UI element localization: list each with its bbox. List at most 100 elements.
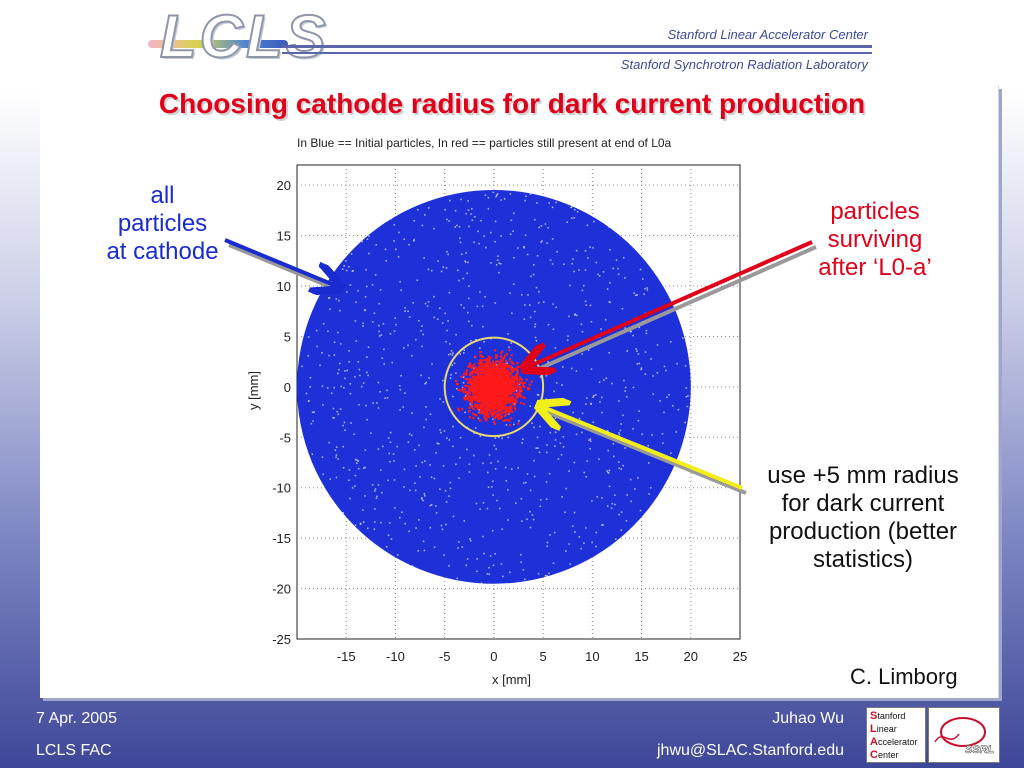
- surviving-particle: [488, 409, 492, 413]
- surviving-particle: [487, 379, 490, 383]
- surviving-particle: [489, 400, 493, 404]
- initial-particle-gap: [407, 441, 410, 443]
- surviving-particle: [476, 391, 479, 394]
- initial-particle-gap: [589, 438, 592, 440]
- surviving-particle: [513, 404, 516, 407]
- initial-particle-gap: [465, 564, 468, 567]
- initial-particle-gap: [373, 521, 376, 523]
- initial-particle-gap: [460, 198, 462, 201]
- initial-particle-gap: [462, 376, 465, 378]
- initial-particle-gap: [649, 486, 652, 489]
- initial-particle-gap: [497, 460, 499, 463]
- initial-particle-gap: [335, 298, 338, 300]
- surviving-particle: [528, 383, 531, 386]
- surviving-particle: [492, 369, 495, 372]
- surviving-particle: [498, 373, 501, 376]
- initial-particle-gap: [459, 353, 462, 355]
- initial-particle-gap: [473, 454, 475, 457]
- surviving-particle: [505, 413, 508, 416]
- surviving-particle: [509, 404, 512, 408]
- initial-particle-gap: [466, 272, 468, 275]
- initial-particle-gap: [316, 345, 318, 348]
- surviving-particle: [485, 398, 488, 402]
- annotation-line: particles: [830, 198, 920, 225]
- initial-particle-gap: [547, 226, 549, 229]
- surviving-particle: [520, 378, 523, 381]
- initial-particle-gap: [337, 413, 340, 416]
- surviving-particle: [513, 369, 516, 372]
- initial-particle-gap: [624, 277, 626, 279]
- initial-particle-gap: [355, 301, 357, 303]
- surviving-particle: [522, 382, 525, 385]
- surviving-particle: [486, 399, 489, 403]
- initial-particle-gap: [636, 363, 639, 365]
- initial-particle-gap: [548, 472, 551, 475]
- surviving-particle: [468, 410, 471, 413]
- surviving-particle: [482, 363, 485, 366]
- initial-particle-gap: [534, 323, 537, 326]
- initial-particle-gap: [339, 362, 341, 365]
- initial-particle-gap: [581, 353, 583, 355]
- initial-particle-gap: [647, 462, 650, 464]
- initial-particle-gap: [459, 241, 462, 244]
- initial-particle-gap: [618, 400, 620, 402]
- surviving-particle: [474, 405, 477, 408]
- initial-particle-gap: [544, 574, 547, 577]
- surviving-particle: [469, 362, 472, 365]
- surviving-particle: [467, 385, 470, 388]
- initial-particle-gap: [625, 396, 628, 398]
- surviving-particle: [513, 393, 516, 396]
- surviving-particle: [502, 407, 505, 410]
- initial-particle-gap: [407, 310, 409, 313]
- surviving-particle: [480, 358, 483, 362]
- initial-particle-gap: [523, 360, 526, 362]
- surviving-particle: [466, 378, 469, 381]
- surviving-particle: [506, 394, 509, 397]
- surviving-particle: [530, 380, 533, 383]
- surviving-particle: [507, 389, 510, 392]
- surviving-particle: [475, 383, 478, 386]
- surviving-particle: [494, 362, 497, 365]
- surviving-particle: [492, 393, 495, 397]
- surviving-particle: [493, 416, 496, 419]
- surviving-particle: [499, 393, 502, 396]
- initial-particle-gap: [390, 538, 393, 540]
- initial-particle-gap: [618, 513, 620, 516]
- surviving-particle: [505, 372, 508, 376]
- surviving-particle: [478, 399, 481, 402]
- initial-particle-gap: [387, 479, 389, 482]
- surviving-particle: [493, 389, 496, 392]
- surviving-particle: [489, 406, 492, 410]
- initial-particle-gap: [606, 288, 609, 290]
- surviving-particle: [483, 369, 486, 372]
- initial-particle-gap: [440, 524, 443, 527]
- initial-particle-gap: [449, 377, 452, 379]
- initial-particle-gap: [365, 269, 367, 271]
- surviving-particle: [498, 374, 501, 378]
- initial-particle-gap: [599, 401, 601, 403]
- initial-particle-gap: [487, 471, 489, 474]
- surviving-particle: [487, 415, 490, 418]
- surviving-particle: [496, 367, 499, 370]
- x-tick-label: -5: [439, 649, 451, 664]
- initial-particle-gap: [506, 584, 509, 587]
- surviving-particle: [495, 376, 498, 379]
- initial-particle-gap: [585, 304, 588, 306]
- initial-particle-gap: [648, 493, 650, 495]
- surviving-particle: [494, 395, 497, 398]
- surviving-particle: [474, 397, 477, 400]
- initial-particle-gap: [546, 444, 548, 446]
- surviving-particle: [491, 413, 494, 417]
- surviving-particle: [485, 411, 488, 414]
- initial-particle-gap: [466, 558, 469, 560]
- initial-particle-gap: [603, 379, 605, 381]
- surviving-particle: [482, 368, 485, 371]
- surviving-particle: [464, 384, 467, 387]
- surviving-particle: [480, 408, 483, 411]
- initial-particle-gap: [385, 546, 388, 548]
- initial-particle-gap: [488, 566, 490, 569]
- initial-particle-gap: [443, 554, 445, 556]
- surviving-particle: [514, 385, 517, 389]
- initial-particle-gap: [386, 397, 389, 399]
- surviving-particle: [498, 402, 501, 405]
